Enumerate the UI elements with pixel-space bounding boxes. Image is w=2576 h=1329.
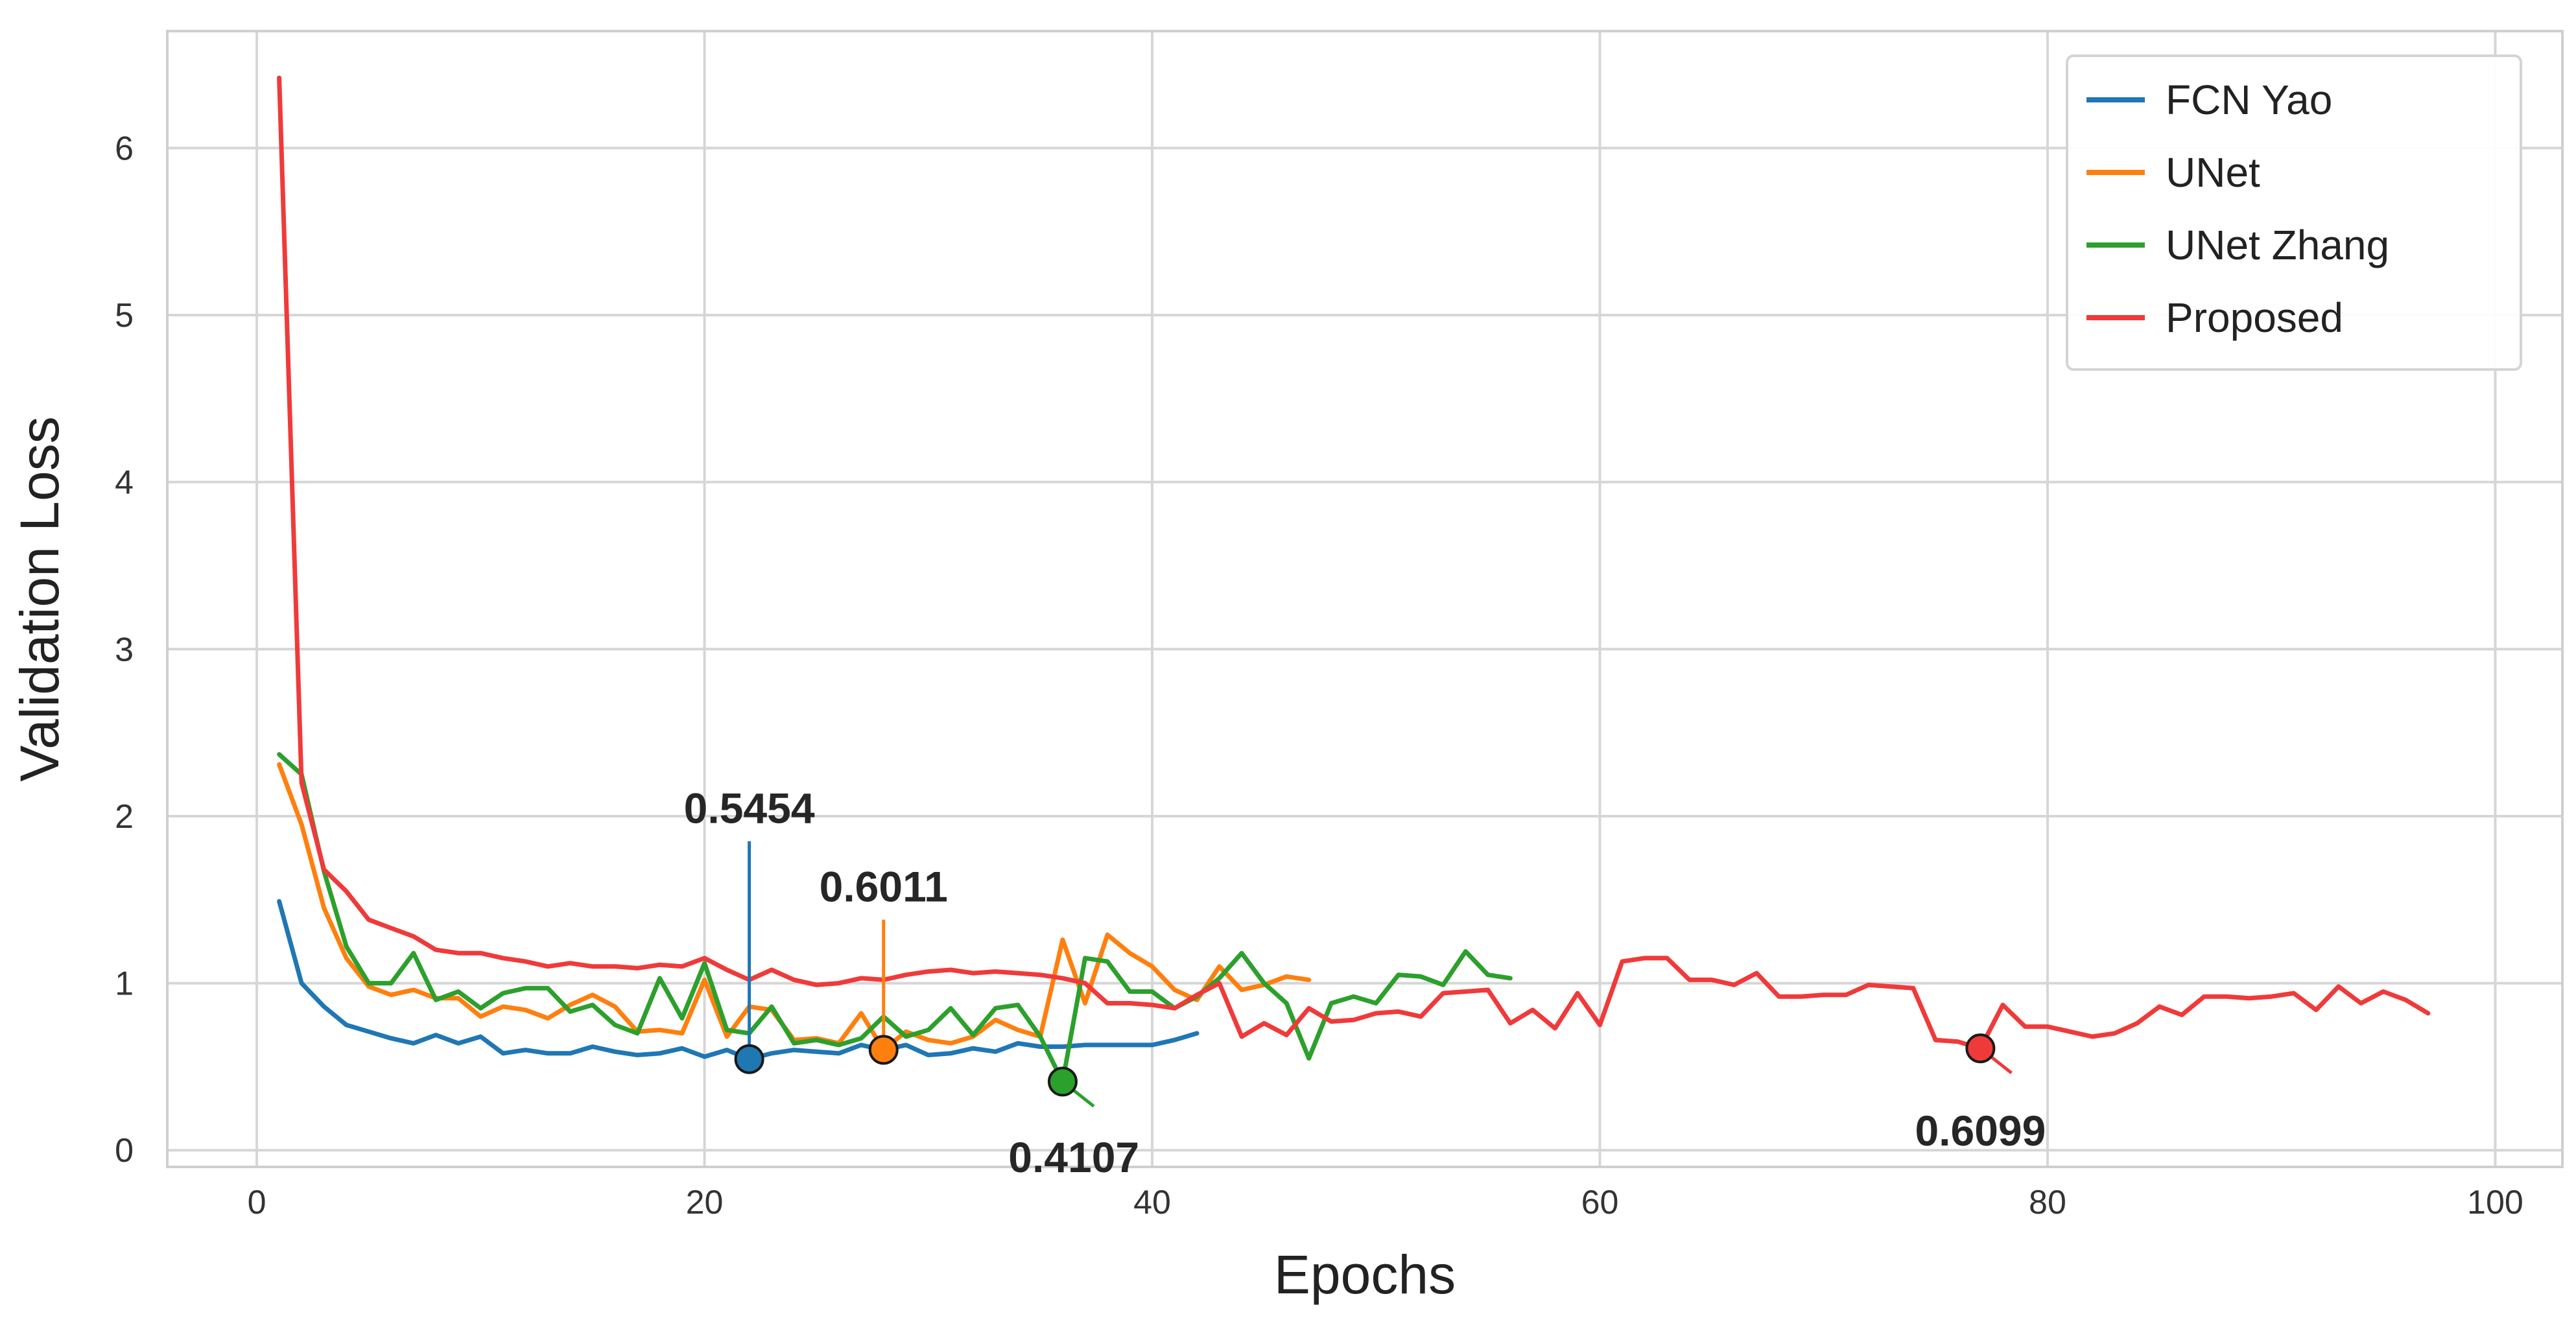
- x-tick-label: 80: [2029, 1184, 2066, 1221]
- annotation-label: 0.5454: [684, 784, 815, 832]
- annotation-marker: [868, 1035, 899, 1065]
- legend-label: UNet: [2166, 149, 2260, 196]
- series-line-unet-zhang: [277, 752, 1513, 1085]
- y-tick-label: 0: [115, 1132, 134, 1170]
- legend-label: FCN Yao: [2166, 76, 2332, 123]
- annotation-label: 0.6011: [820, 863, 948, 911]
- y-tick-label: 6: [115, 130, 134, 167]
- x-tick-label: 100: [2467, 1184, 2523, 1221]
- x-tick-label: 40: [1133, 1184, 1171, 1221]
- annotation-marker: [1965, 1033, 1996, 1064]
- legend-box: [2066, 54, 2522, 371]
- tick-labels: 0 20 40 60 80 100 0 1 2 3 4 5 6: [115, 130, 2523, 1221]
- y-tick-label: 2: [115, 798, 134, 836]
- x-axis-title: Epochs: [1274, 1244, 1456, 1305]
- annotation-marker: [734, 1044, 764, 1074]
- legend: FCN Yao UNet UNet Zhang Proposed: [2066, 54, 2522, 371]
- annotation-marker: [1047, 1066, 1078, 1097]
- legend-label: Proposed: [2166, 294, 2343, 341]
- x-tick-label: 60: [1581, 1184, 1619, 1221]
- legend-label: UNet Zhang: [2166, 222, 2389, 268]
- annotation-label: 0.6099: [1915, 1107, 2046, 1155]
- y-tick-label: 4: [115, 464, 134, 502]
- y-tick-label: 5: [115, 297, 134, 335]
- annotation-label: 0.4107: [1008, 1133, 1139, 1181]
- y-tick-label: 1: [115, 965, 134, 1003]
- y-tick-label: 3: [115, 631, 134, 668]
- x-tick-label: 20: [686, 1184, 724, 1221]
- series-line-proposed: [277, 75, 2431, 1051]
- x-tick-label: 0: [248, 1184, 266, 1221]
- grid: [167, 31, 2562, 1167]
- y-axis-title: Validation Loss: [9, 416, 70, 781]
- plot-frame: [166, 30, 2564, 1168]
